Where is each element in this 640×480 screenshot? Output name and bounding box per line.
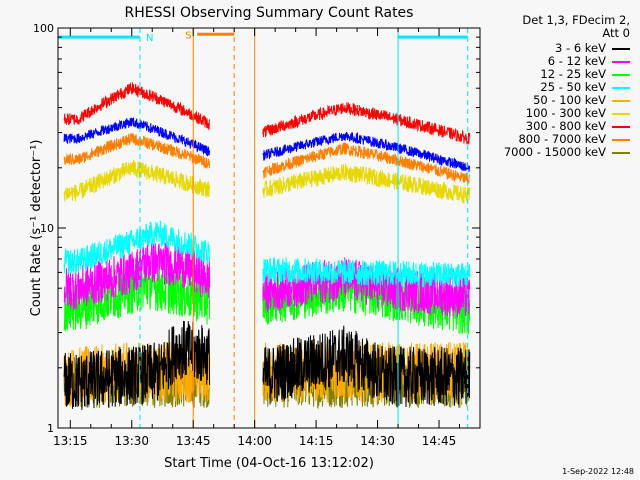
legend-swatch [612, 138, 630, 141]
x-tick-label: 14:15 [299, 434, 334, 448]
legend-header: Det 1,3, FDecim 2, Att 0 [470, 14, 630, 40]
legend-entry: 6 - 12 keV [470, 55, 630, 68]
series-line-3 [63, 220, 471, 288]
x-tick-label: 14:00 [237, 434, 272, 448]
y-tick-label: 1 [47, 422, 54, 435]
series-line-9 [63, 117, 471, 172]
legend-entry: 800 - 7000 keV [470, 133, 630, 146]
legend-swatch [612, 60, 630, 63]
legend-swatch [612, 151, 630, 154]
x-tick-label: 13:45 [176, 434, 211, 448]
legend-label: 25 - 50 keV [540, 80, 606, 94]
legend-swatch [612, 47, 630, 50]
legend-label: 3 - 6 keV [555, 41, 606, 55]
legend-entry: 7000 - 15000 keV [470, 146, 630, 159]
legend-label: 300 - 800 keV [525, 119, 606, 133]
legend-swatch [612, 73, 630, 76]
plot-timestamp: 1-Sep-2022 12:48 [562, 467, 634, 476]
legend-entry: 50 - 100 keV [470, 94, 630, 107]
x-tick-label: 13:15 [53, 434, 88, 448]
legend: Det 1,3, FDecim 2, Att 0 3 - 6 keV 6 - 12… [470, 14, 630, 159]
y-tick-label: 100 [33, 22, 54, 35]
legend-swatch [612, 112, 630, 115]
series-line-0 [63, 320, 471, 411]
series-line-5 [63, 159, 471, 204]
series-line-6 [63, 81, 471, 145]
chart-title: RHESSI Observing Summary Count Rates [125, 5, 414, 21]
x-tick-label: 14:30 [360, 434, 395, 448]
legend-label: 800 - 7000 keV [518, 132, 606, 146]
legend-swatch [612, 125, 630, 128]
legend-label: 6 - 12 keV [547, 54, 606, 68]
legend-label: 50 - 100 keV [533, 93, 606, 107]
legend-swatch [612, 86, 630, 89]
x-tick-label: 14:45 [422, 434, 457, 448]
legend-entry: 25 - 50 keV [470, 81, 630, 94]
legend-header-line-1: Det 1,3, FDecim 2, [522, 13, 630, 27]
legend-label: 7000 - 15000 keV [503, 145, 606, 159]
x-tick-label: 13:30 [114, 434, 149, 448]
legend-swatch [612, 99, 630, 102]
legend-entry: 300 - 800 keV [470, 120, 630, 133]
y-axis-label: Count Rate (s⁻¹ detector⁻¹) [29, 140, 44, 317]
series-line-7 [63, 133, 471, 184]
legend-entry: 100 - 300 keV [470, 107, 630, 120]
legend-label: 12 - 25 keV [540, 67, 606, 81]
legend-entry: 3 - 6 keV [470, 42, 630, 55]
x-axis-label: Start Time (04-Oct-16 13:12:02) [164, 456, 374, 471]
flag-label-1: S [185, 30, 191, 41]
flag-label-0: N [146, 33, 153, 44]
legend-label: 100 - 300 keV [525, 106, 606, 120]
y-tick-label: 10 [40, 222, 54, 235]
legend-entry: 12 - 25 keV [470, 68, 630, 81]
legend-header-line-2: Att 0 [602, 26, 630, 40]
